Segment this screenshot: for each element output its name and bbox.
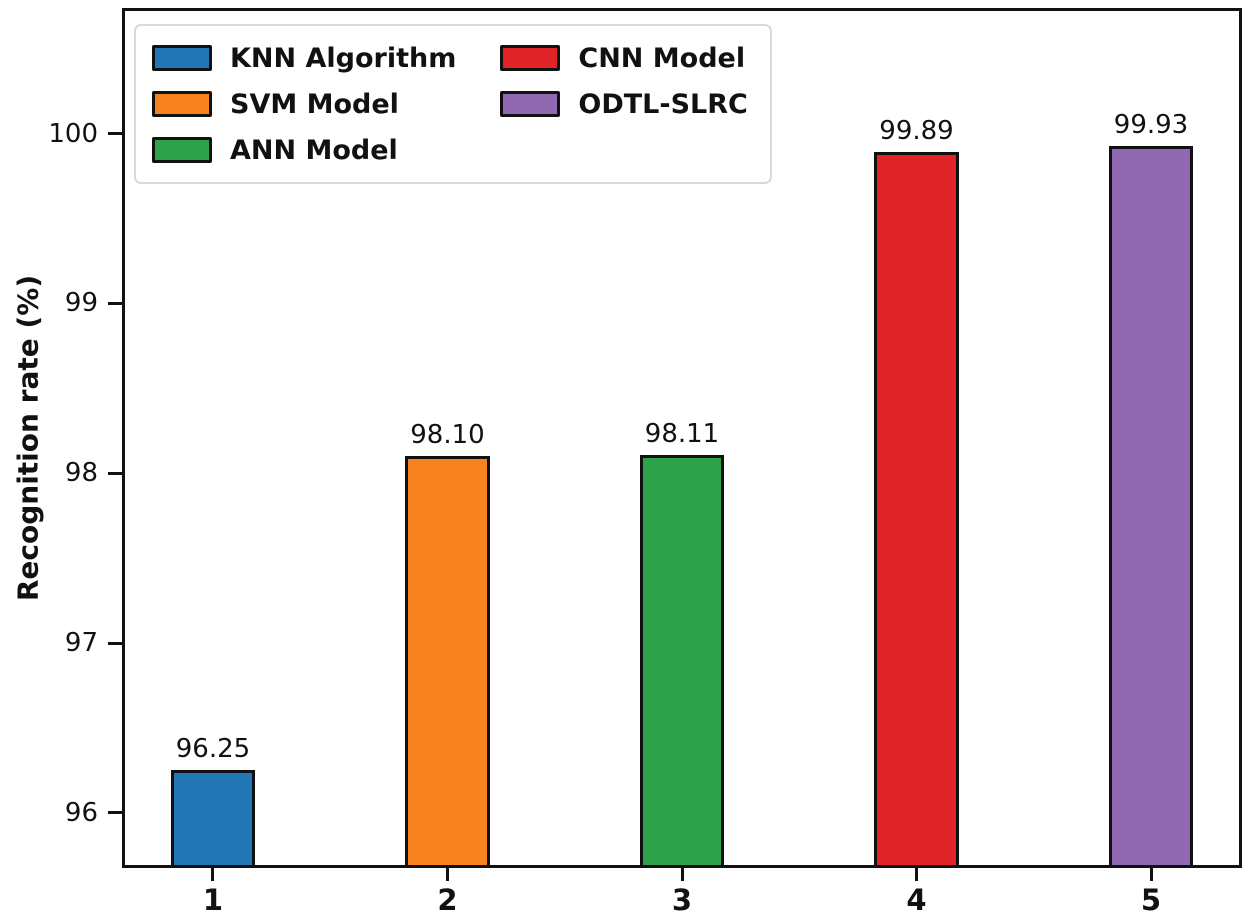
x-tick-label: 1 <box>202 883 224 916</box>
legend: KNN Algorithm SVM Model ANN Model CNN Model… <box>134 24 772 184</box>
legend-label: CNN Model <box>578 42 746 74</box>
legend-item: KNN Algorithm <box>152 38 456 78</box>
y-tick-mark <box>108 811 122 815</box>
x-tick-mark <box>211 868 215 881</box>
legend-swatch <box>152 137 212 163</box>
legend-label: SVM Model <box>230 88 399 120</box>
bar-value-label: 99.89 <box>879 116 954 147</box>
bar-value-label: 98.11 <box>644 418 720 449</box>
legend-item: ODTL-SLRC <box>500 84 748 124</box>
legend-item: SVM Model <box>152 84 456 124</box>
x-tick-label: 3 <box>671 883 693 916</box>
y-tick-label: 100 <box>48 118 98 149</box>
legend-swatch <box>152 45 212 71</box>
axis-spine-left <box>122 8 125 868</box>
bar <box>405 456 490 868</box>
legend-label: ANN Model <box>230 134 398 166</box>
y-axis-label: Recognition rate (%) <box>11 274 45 602</box>
legend-label: KNN Algorithm <box>230 42 457 74</box>
legend-label: ODTL-SLRC <box>578 88 748 120</box>
x-tick-label: 5 <box>1140 883 1162 916</box>
axis-spine-top <box>122 8 1242 11</box>
y-tick-label: 98 <box>64 458 98 489</box>
bar <box>874 152 959 868</box>
x-tick-label: 2 <box>437 883 458 916</box>
axis-spine-right <box>1239 8 1242 868</box>
plot-area: KNN Algorithm SVM Model ANN Model CNN Model… <box>48 8 1242 915</box>
y-tick-mark <box>108 641 122 645</box>
x-tick-mark <box>680 868 684 881</box>
x-tick-mark <box>1149 868 1153 881</box>
y-tick-label: 97 <box>64 628 98 659</box>
y-tick-mark <box>108 301 122 305</box>
y-tick-mark <box>108 471 122 475</box>
bar <box>1108 145 1194 868</box>
legend-item: CNN Model <box>500 38 747 78</box>
legend-item: ANN Model <box>152 130 456 170</box>
bar-value-label: 96.25 <box>175 734 251 765</box>
x-tick-mark <box>445 868 449 881</box>
bar-value-label: 99.93 <box>1113 109 1189 140</box>
legend-swatch <box>152 91 212 117</box>
y-tick-mark <box>108 132 122 136</box>
bar-value-label: 98.10 <box>410 420 485 451</box>
y-tick-label: 99 <box>64 288 98 319</box>
bar <box>639 454 725 868</box>
bar <box>170 770 256 868</box>
y-tick-label: 96 <box>64 797 98 828</box>
legend-swatch <box>500 45 561 71</box>
x-tick-label: 4 <box>906 883 927 916</box>
legend-swatch <box>500 91 561 117</box>
x-tick-mark <box>915 868 918 881</box>
